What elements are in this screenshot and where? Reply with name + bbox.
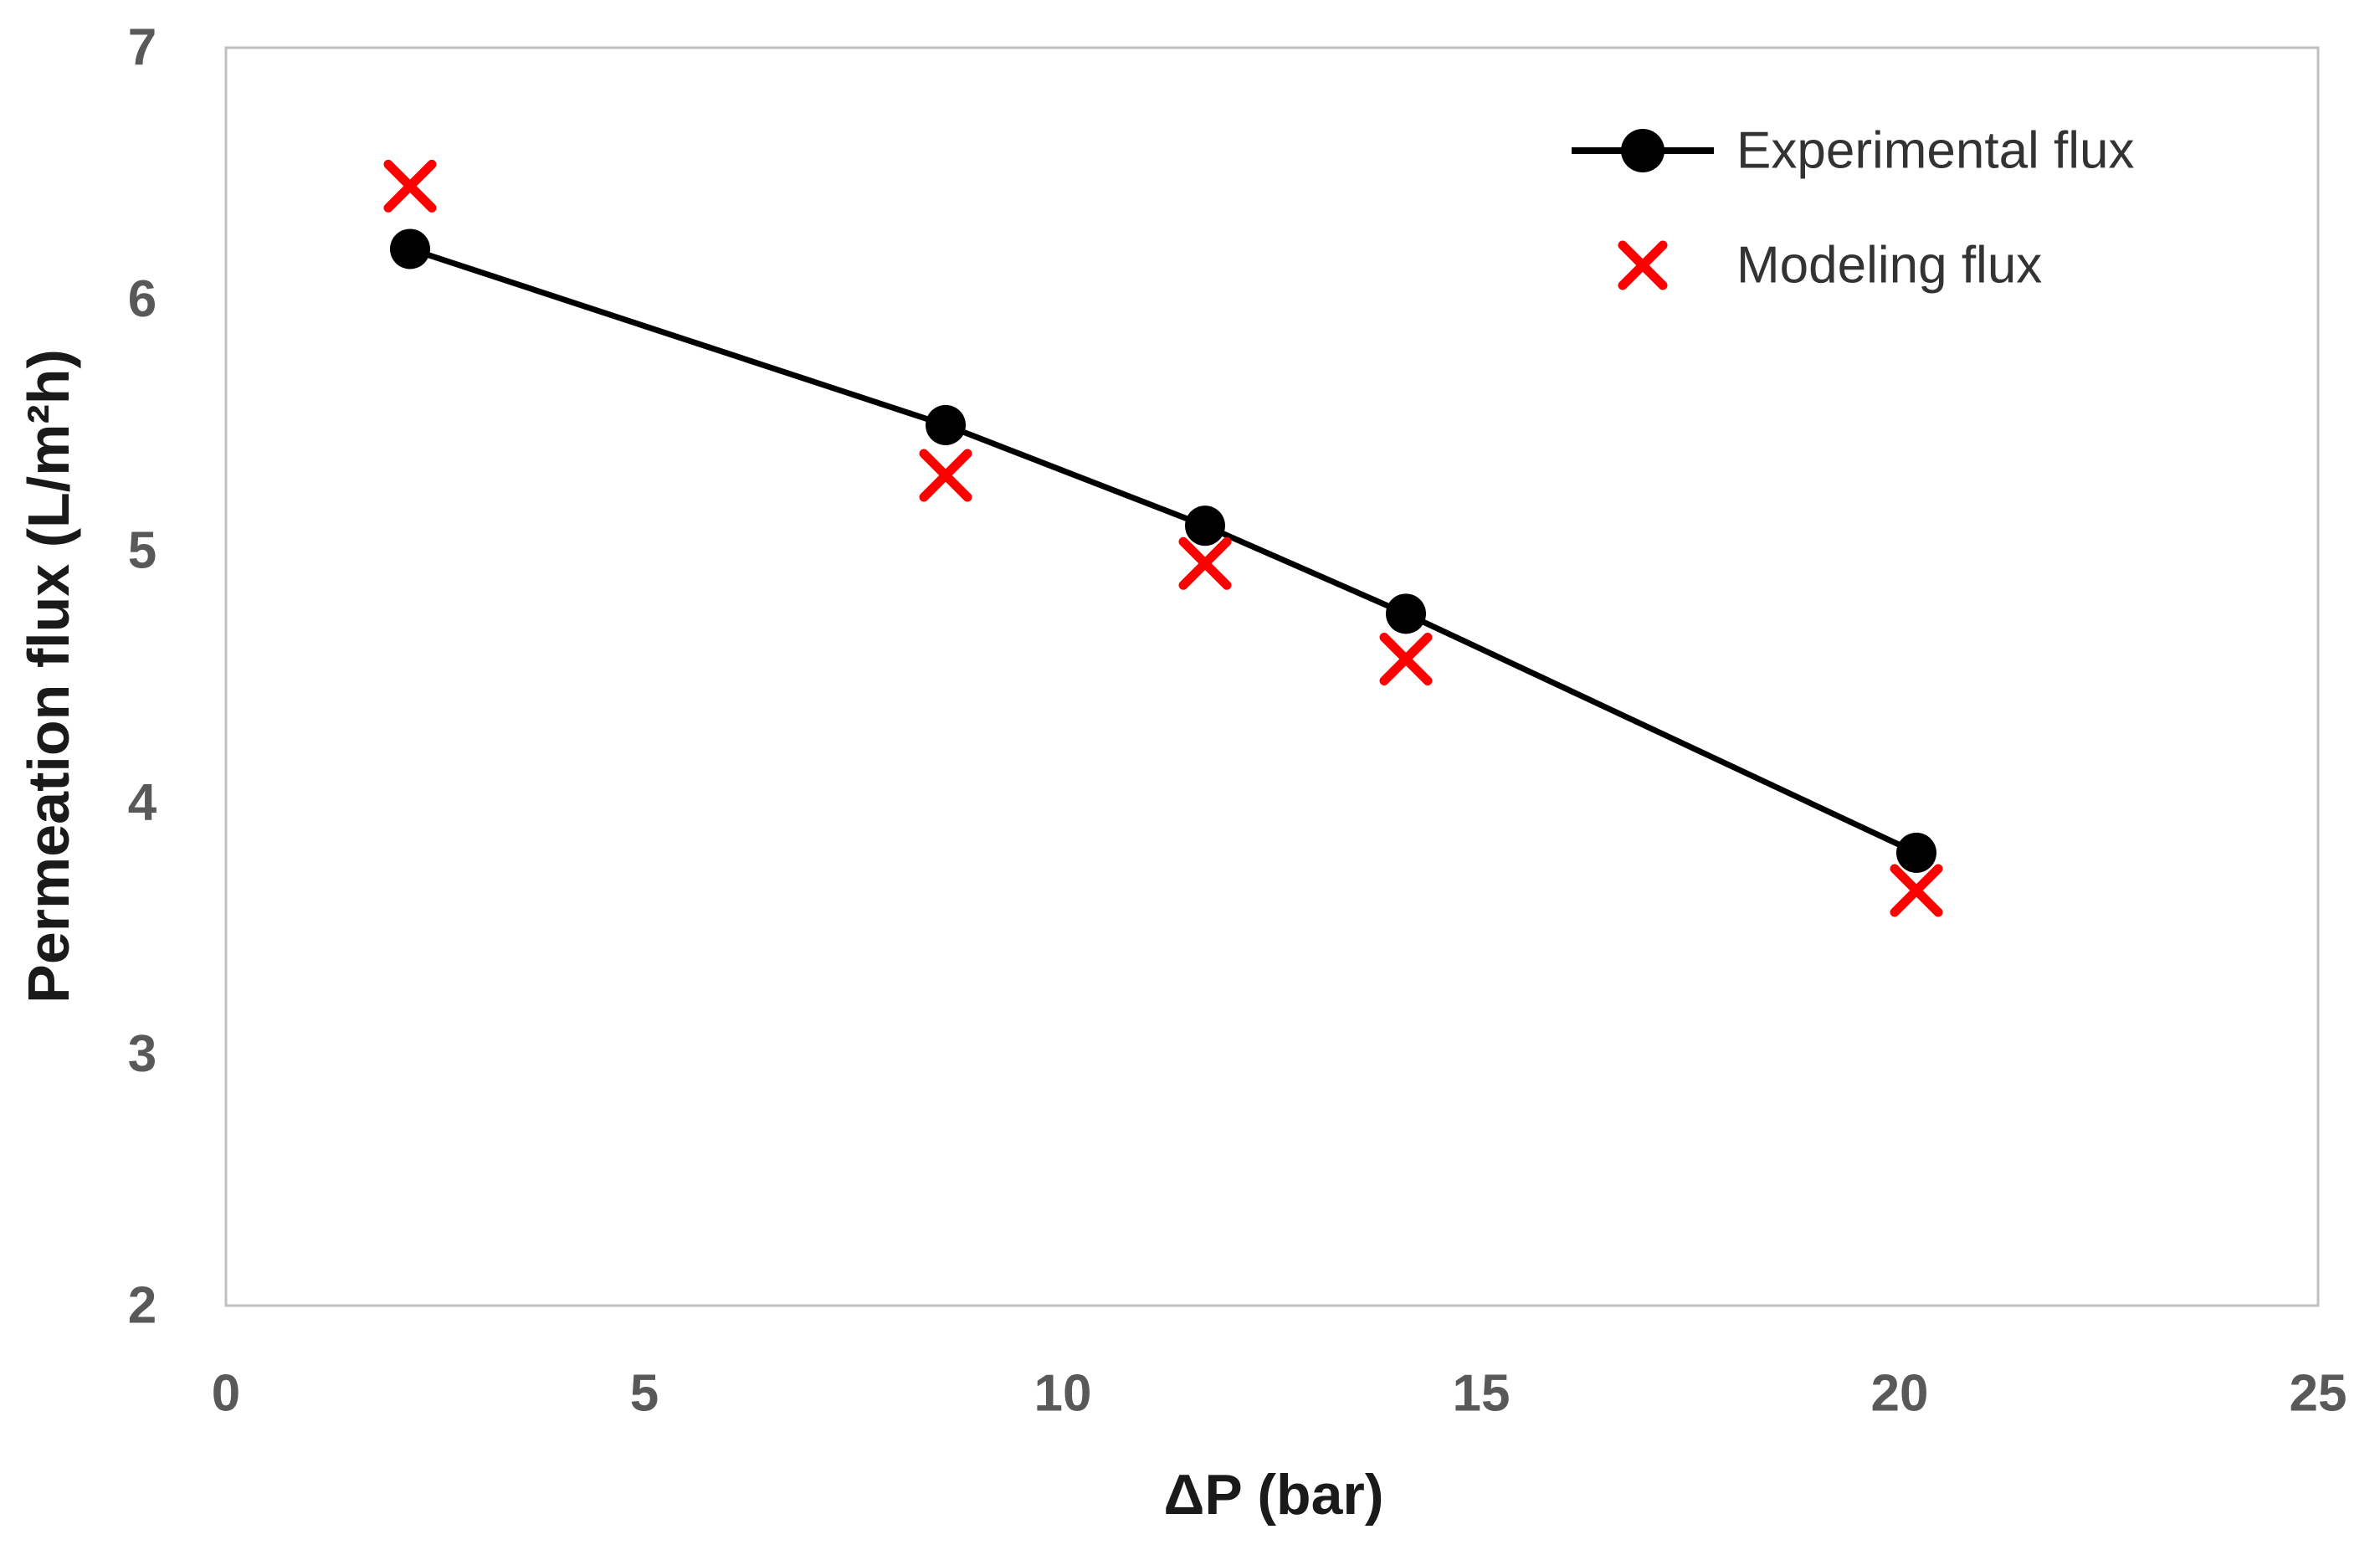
x-tick-label: 5 bbox=[630, 1365, 659, 1423]
y-tick-label: 4 bbox=[128, 773, 157, 831]
legend-label-experimental: Experimental flux bbox=[1736, 122, 2135, 180]
y-tick-label: 5 bbox=[128, 522, 156, 580]
y-axis-title: Permeation flux (L/m²h) bbox=[16, 349, 81, 1003]
x-tick-label: 10 bbox=[1034, 1365, 1092, 1423]
experimental-point bbox=[1896, 832, 1936, 873]
legend-marker-circle bbox=[1621, 129, 1664, 172]
legend-marker-x bbox=[1618, 240, 1668, 290]
modeling-point bbox=[383, 159, 437, 213]
x-tick-label: 0 bbox=[212, 1365, 240, 1423]
modeling-point bbox=[919, 449, 972, 502]
modeling-point bbox=[1890, 864, 1943, 917]
experimental-point bbox=[926, 404, 966, 445]
experimental-point bbox=[1185, 506, 1225, 547]
y-tick-label: 3 bbox=[128, 1025, 156, 1083]
plot-frame bbox=[224, 46, 2320, 1307]
experimental-line bbox=[407, 245, 1920, 856]
y-tick-label: 7 bbox=[128, 19, 156, 77]
x-tick-label: 25 bbox=[2290, 1365, 2347, 1423]
legend-label-modeling: Modeling flux bbox=[1736, 237, 2042, 295]
y-tick-label: 2 bbox=[128, 1277, 156, 1335]
x-tick-label: 15 bbox=[1453, 1365, 1511, 1423]
experimental-point bbox=[1386, 593, 1426, 634]
modeling-point bbox=[1178, 536, 1232, 590]
x-tick-label: 20 bbox=[1871, 1365, 1929, 1423]
y-tick-label: 6 bbox=[128, 270, 156, 328]
modeling-point bbox=[1379, 632, 1433, 685]
x-axis-title: ΔP (bar) bbox=[1163, 1463, 1384, 1527]
experimental-point bbox=[390, 228, 430, 269]
